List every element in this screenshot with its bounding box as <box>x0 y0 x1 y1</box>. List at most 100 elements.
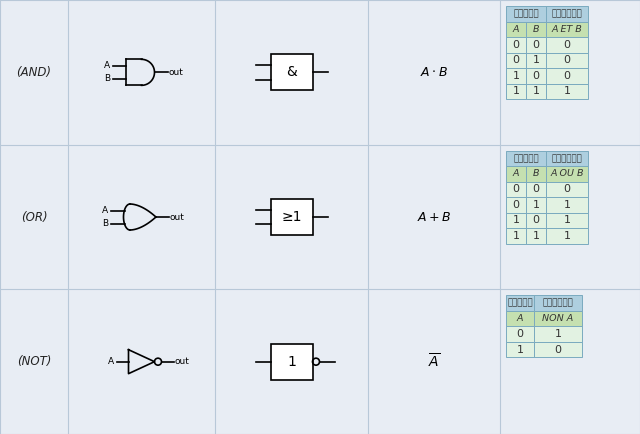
Text: आउटपुट: आउटपुट <box>552 9 582 18</box>
Text: out: out <box>168 68 184 77</box>
Bar <box>506 213 526 228</box>
Text: B: B <box>532 25 540 34</box>
Bar <box>506 342 534 357</box>
Bar <box>526 197 546 213</box>
Bar <box>506 296 534 311</box>
Text: B: B <box>104 74 111 83</box>
Text: 0: 0 <box>532 184 540 194</box>
Text: (OR): (OR) <box>20 210 47 224</box>
Bar <box>368 145 500 289</box>
Bar <box>215 0 368 145</box>
Bar <box>271 199 312 235</box>
Bar <box>526 22 546 37</box>
Bar <box>68 0 215 145</box>
Text: 0: 0 <box>513 40 520 50</box>
Bar <box>506 228 526 243</box>
Bar <box>506 37 526 53</box>
Text: 0: 0 <box>513 200 520 210</box>
Bar <box>0 0 68 145</box>
Bar <box>526 53 546 68</box>
Bar <box>526 213 546 228</box>
Text: 0: 0 <box>532 215 540 225</box>
Text: 0: 0 <box>563 40 570 50</box>
Text: $A \cdot B$: $A \cdot B$ <box>420 66 448 79</box>
Bar <box>534 326 582 342</box>
Bar <box>546 22 588 37</box>
Text: 1: 1 <box>563 231 570 241</box>
Bar <box>546 151 588 166</box>
Text: $A + B$: $A + B$ <box>417 210 451 224</box>
Bar <box>506 182 526 197</box>
Text: out: out <box>175 357 189 366</box>
Bar <box>546 213 588 228</box>
Bar <box>368 0 500 145</box>
Bar <box>506 53 526 68</box>
Bar <box>506 166 526 182</box>
Text: 0: 0 <box>532 71 540 81</box>
Bar <box>215 145 368 289</box>
Bar <box>271 54 312 90</box>
Bar <box>500 289 640 434</box>
Text: 0: 0 <box>516 329 524 339</box>
Text: 1: 1 <box>513 215 520 225</box>
Text: 0: 0 <box>554 345 561 355</box>
Bar <box>506 6 546 22</box>
Bar <box>546 6 588 22</box>
Text: A OU B: A OU B <box>550 169 584 178</box>
Bar <box>546 228 588 243</box>
Bar <box>534 311 582 326</box>
Bar <box>546 53 588 68</box>
Bar <box>506 22 526 37</box>
Text: A: A <box>104 61 111 70</box>
Text: 0: 0 <box>532 40 540 50</box>
Text: इनपुट: इनपुट <box>513 9 539 18</box>
Text: NON A: NON A <box>542 314 573 323</box>
Text: A ET B: A ET B <box>552 25 582 34</box>
Text: 1: 1 <box>513 86 520 96</box>
Bar <box>368 289 500 434</box>
Text: आउटपुट: आउटपुट <box>543 299 573 308</box>
Bar <box>506 311 534 326</box>
Text: (AND): (AND) <box>17 66 51 79</box>
Bar <box>526 166 546 182</box>
Text: B: B <box>532 169 540 178</box>
Bar <box>0 145 68 289</box>
Bar <box>546 83 588 99</box>
Text: 1: 1 <box>516 345 524 355</box>
Text: 1: 1 <box>532 86 540 96</box>
Text: 0: 0 <box>513 55 520 65</box>
Text: 1: 1 <box>513 71 520 81</box>
Bar <box>546 166 588 182</box>
Text: $\overline{A}$: $\overline{A}$ <box>428 352 440 371</box>
Text: 1: 1 <box>554 329 561 339</box>
Text: इनपुट: इनपुट <box>507 299 533 308</box>
Text: A: A <box>108 357 115 366</box>
Bar <box>506 151 546 166</box>
Text: 0: 0 <box>563 184 570 194</box>
Bar <box>534 342 582 357</box>
Text: A: A <box>513 25 519 34</box>
Bar <box>526 228 546 243</box>
Text: 0: 0 <box>563 55 570 65</box>
Bar <box>506 68 526 83</box>
Bar <box>215 289 368 434</box>
Text: (NOT): (NOT) <box>17 355 51 368</box>
Text: 1: 1 <box>532 55 540 65</box>
Bar <box>506 326 534 342</box>
Text: out: out <box>170 213 185 221</box>
Text: 1: 1 <box>287 355 296 368</box>
Text: इनपुट: इनपुट <box>513 154 539 163</box>
Bar <box>526 83 546 99</box>
Text: ≥1: ≥1 <box>281 210 301 224</box>
Bar <box>526 37 546 53</box>
Text: आउटपुट: आउटपुट <box>552 154 582 163</box>
Text: A: A <box>513 169 519 178</box>
Bar <box>546 182 588 197</box>
Bar <box>0 289 68 434</box>
Bar <box>546 37 588 53</box>
Text: 1: 1 <box>532 231 540 241</box>
Bar <box>500 0 640 145</box>
Bar <box>68 289 215 434</box>
Text: 1: 1 <box>563 86 570 96</box>
Bar <box>271 344 312 380</box>
